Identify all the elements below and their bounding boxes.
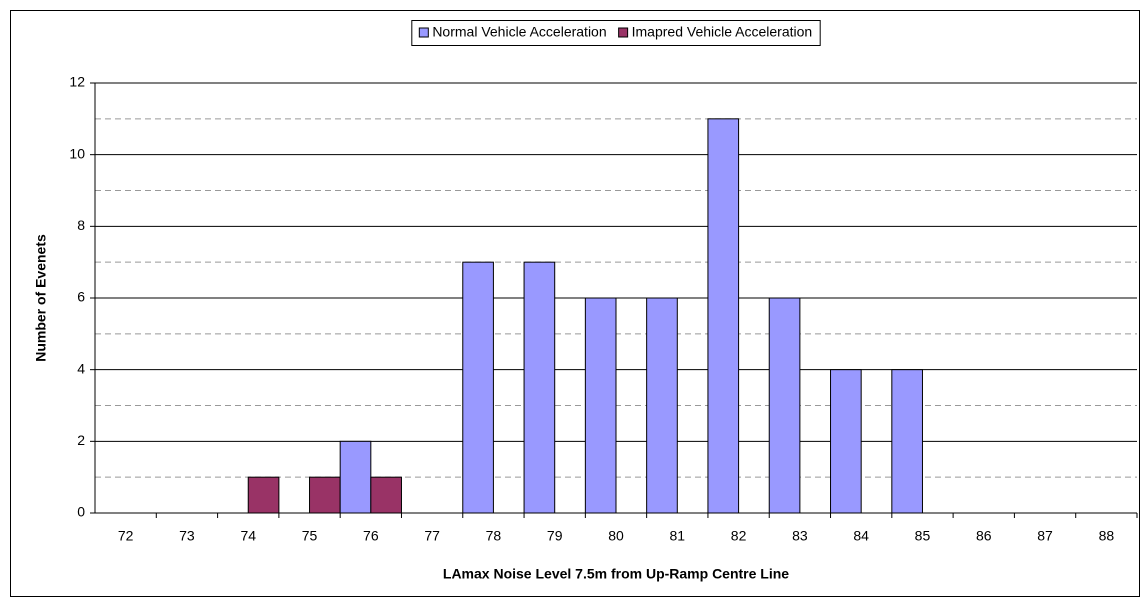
bar <box>584 297 617 514</box>
bar <box>891 369 923 514</box>
y-axis-label: Number of Evenets <box>33 234 49 362</box>
y-tick-label: 12 <box>69 74 85 90</box>
y-tick-label: 0 <box>77 504 85 520</box>
x-tick-label: 83 <box>792 528 808 544</box>
x-tick-label: 84 <box>853 528 869 544</box>
x-tick-label: 75 <box>302 528 318 544</box>
bar <box>247 476 280 514</box>
x-tick-label: 78 <box>486 528 502 544</box>
x-axis-label: LAmax Noise Level 7.5m from Up-Ramp Cent… <box>443 566 789 582</box>
x-tick-label: 79 <box>547 528 563 544</box>
x-tick-label: 81 <box>670 528 686 544</box>
bar <box>523 261 556 514</box>
legend-swatch <box>418 27 429 38</box>
x-tick-label: 77 <box>424 528 440 544</box>
bar <box>309 476 341 514</box>
legend-box <box>411 20 821 46</box>
x-tick-label: 82 <box>731 528 747 544</box>
y-tick-label: 2 <box>77 432 85 448</box>
bar <box>707 118 740 514</box>
x-tick-label: 80 <box>608 528 624 544</box>
x-tick-label: 74 <box>240 528 256 544</box>
chart-border <box>10 10 1140 597</box>
bar <box>462 261 494 514</box>
bar <box>339 440 372 514</box>
x-tick-label: 72 <box>118 528 134 544</box>
y-tick-label: 6 <box>77 289 85 305</box>
x-tick-label: 73 <box>179 528 195 544</box>
bar <box>646 297 678 514</box>
y-tick-label: 8 <box>77 217 85 233</box>
legend-label: Imapred Vehicle Acceleration <box>632 24 813 40</box>
x-tick-label: 87 <box>1037 528 1053 544</box>
legend-swatch <box>618 27 629 38</box>
bar <box>768 297 801 514</box>
legend-label: Normal Vehicle Acceleration <box>432 24 606 40</box>
x-tick-label: 86 <box>976 528 992 544</box>
y-tick-label: 10 <box>69 145 85 161</box>
x-tick-label: 88 <box>1099 528 1115 544</box>
bar <box>830 369 862 514</box>
bar <box>370 476 402 514</box>
x-tick-label: 85 <box>915 528 931 544</box>
x-tick-label: 76 <box>363 528 379 544</box>
y-tick-label: 4 <box>77 360 85 376</box>
